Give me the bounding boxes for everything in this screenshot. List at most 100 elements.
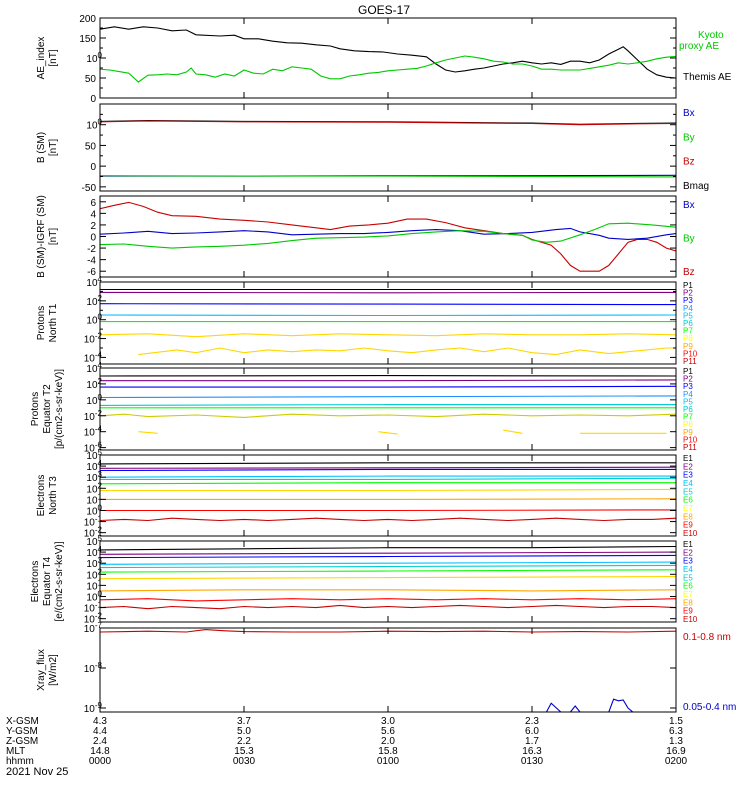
legend-entry: E6 [683, 582, 693, 591]
y-tick-label: -50 [82, 183, 97, 194]
series-line-2 [100, 55, 676, 83]
legend-entry: P4 [683, 390, 693, 399]
series-line-4 [100, 120, 676, 126]
orbit-value: 0130 [521, 756, 544, 767]
orbit-row-label: MLT [6, 746, 25, 757]
y-axis-label: [p/(cm2-s-sr-keV)] [54, 369, 65, 449]
legend-entry: E7 [683, 504, 693, 513]
series-line-1 [100, 545, 676, 551]
series-line-3 [100, 468, 676, 472]
legend-entry: P5 [683, 311, 693, 320]
y-tick-label: -2 [87, 244, 96, 255]
series-line-5 [100, 404, 676, 406]
orbit-value: 3.7 [237, 716, 251, 727]
series-group [100, 201, 676, 272]
legend-entry: Bz [683, 267, 695, 278]
legend-entry: P7 [683, 413, 693, 422]
y-axis-label: Electrons [30, 561, 41, 603]
series-line-8 [100, 498, 676, 500]
y-tick-label: 50 [85, 74, 97, 85]
series-line-6 [100, 333, 676, 338]
legend-entry: proxy AE [679, 41, 719, 52]
legend-entry: Kyoto [698, 30, 724, 41]
y-axis-label: [nT] [48, 228, 59, 245]
y-axis-label: Protons [36, 306, 47, 340]
y-axis-label: [nT] [48, 139, 59, 156]
y-axis-label: North T1 [48, 303, 59, 342]
y-axis-label: Equator T2 [42, 384, 53, 434]
legend-entry: P2 [683, 289, 693, 298]
orbit-value: 0000 [89, 756, 112, 767]
series-line-2 [100, 227, 676, 240]
orbit-value: 14.8 [90, 746, 110, 757]
y-tick-label: 50 [85, 141, 97, 152]
series-line-8 [138, 431, 158, 434]
orbit-value: 0100 [377, 756, 400, 767]
legend-entry: E5 [683, 573, 693, 582]
legend-entry: P9 [683, 428, 693, 437]
legend-entry: E6 [683, 496, 693, 505]
y-axis-label: Protons [30, 392, 41, 426]
legend-entry: P6 [683, 319, 693, 328]
legend-entry: E10 [683, 529, 698, 538]
orbit-value: 6.0 [525, 726, 539, 737]
y-tick-label: 0 [90, 233, 96, 244]
orbit-value: 4.4 [93, 726, 107, 737]
legend-entry: E2 [683, 462, 693, 471]
orbit-value: 3.0 [381, 716, 395, 727]
y-tick-label: -4 [87, 256, 96, 267]
series-line-10 [100, 604, 676, 610]
legend-entry: P11 [683, 357, 697, 366]
orbit-value: 4.3 [93, 716, 107, 727]
legend-entry: Bmag [683, 181, 709, 192]
legend-entry: By [683, 234, 695, 245]
series-line-1 [100, 629, 676, 633]
legend-entry: P11 [683, 443, 697, 452]
y-axis-label: B (SM)-IGRF (SM) [36, 195, 47, 278]
plot-title: GOES-17 [358, 3, 410, 17]
orbit-row-label: Y-GSM [6, 726, 38, 737]
legend-entry: E4 [683, 479, 693, 488]
series-line-2 [545, 702, 585, 712]
panel-frame [99, 627, 677, 713]
legend-entry: P7 [683, 327, 693, 336]
series-group [100, 462, 676, 522]
y-axis-label: Electrons [36, 475, 47, 517]
legend-entry: E7 [683, 590, 693, 599]
series-line-6 [100, 482, 676, 485]
orbit-value: 16.3 [522, 746, 542, 757]
series-line-10 [100, 517, 676, 522]
series-line-9 [378, 431, 398, 435]
y-axis-label: [nT] [48, 49, 59, 66]
series-line-7 [138, 347, 676, 356]
orbit-row-label: X-GSM [6, 716, 39, 727]
orbit-value: 16.9 [666, 746, 686, 757]
panel-frame [99, 195, 677, 278]
y-tick-label: 200 [79, 14, 96, 25]
series-line-3 [100, 554, 676, 559]
y-axis-label: B (SM) [36, 132, 47, 163]
orbit-row-label: Z-GSM [6, 736, 38, 747]
legend-entry: P9 [683, 342, 693, 351]
orbit-ephemeris-table: X-GSM 4.3 3.7 3.0 2.3 1.5 Y-GSM 4.4 5.0 5.6 6.0 6.3… [6, 716, 688, 767]
legend-entry: P8 [683, 420, 693, 429]
legend-entry: P8 [683, 334, 693, 343]
y-tick-label: 0 [90, 94, 96, 105]
series-line-3 [100, 222, 676, 249]
series-line-8 [100, 589, 676, 592]
legend-entry: Bx [683, 200, 695, 211]
orbit-value: 5.6 [381, 726, 395, 737]
legend-entry: E1 [683, 540, 693, 549]
legend-entry: Bz [683, 157, 695, 168]
legend-entry: E1 [683, 454, 693, 463]
y-tick-label: 4 [90, 209, 96, 220]
orbit-value: 15.8 [378, 746, 398, 757]
